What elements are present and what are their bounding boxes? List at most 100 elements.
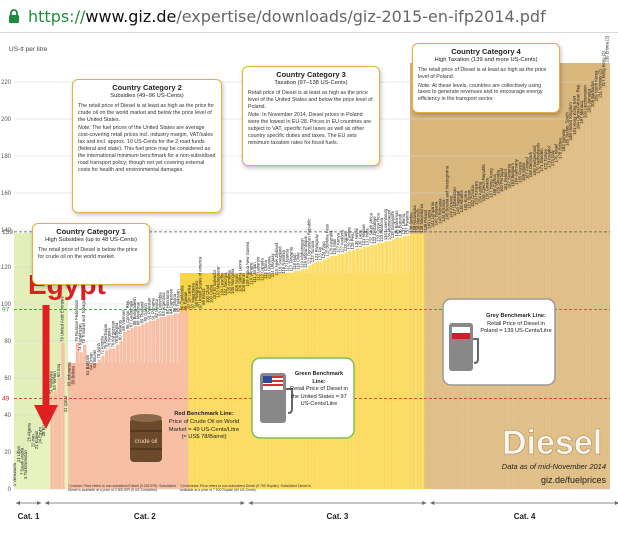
bar-label-19: 78 Trinidad and Tobago [81,299,86,343]
callout-3-note: In November 2014, Diesel prices in Polan… [248,112,372,147]
bar-label-141: 167 Finland [525,156,530,179]
callout-4-body: The retail price of Diesel is at least a… [418,66,547,80]
bar-label-97: 131 India [365,228,370,246]
bar-label-14: 41 Qatar [63,395,68,412]
bar-label-25: 75 Azerbaijan [103,323,108,349]
bar-3 [24,479,29,489]
bar-label-40: 93 Colombia [158,292,163,316]
bar-8 [43,437,47,489]
cat-label-2: Cat. 2 [134,512,156,521]
bar-label-46: 96 Cambodia [179,285,184,311]
bar-163 [606,63,610,489]
bar-label-10: 51 Malaysia [49,371,54,394]
bar-62 [239,292,243,489]
bar-49 [192,309,196,489]
bar-1 [17,463,21,489]
bar-55 [213,300,218,489]
bar-59 [228,294,232,489]
callout-category-1: Country Category 1 High Subsidies (up to… [32,223,150,285]
callout-3-title: Country Category 3 [276,70,346,79]
bar-label-0: 1 Venezuela [12,462,17,486]
bar-label-93: 129 Peru [350,232,355,250]
bar-label-39: 92 Mexico [154,298,159,318]
bar-label-55: 102 El Salvador [212,269,217,299]
bar-label-155: 194 Central African Rep. [575,83,580,129]
bar-46 [181,311,185,489]
bar-label-158: 203 Jamaica [586,88,591,112]
bar-label-81: 121 Dominican Republic [307,219,312,264]
bar-label-76: 117 Tanzania [288,246,293,271]
bar-117 [439,224,443,489]
bar-label-85: 124 Togo [321,241,326,259]
bar-label-115: 141 Lithuania [430,201,435,227]
bar-label-48: 97 Sri Lanka [187,284,192,308]
bar-24 [101,355,105,489]
bar-17 [75,342,80,489]
footer-url: giz.de/fuelprices [541,475,607,485]
bar-label-96: 131 Malawi [361,224,366,245]
bar-149 [555,163,559,489]
bar-label-162: 217 Hong Kong (2) [601,51,606,87]
y-axis-ticks: 0 20 40 60 80 100 120 140 160 180 200 220 [1,80,12,493]
callout-2-note-label: Note: [78,125,91,132]
bar-42 [166,315,170,489]
bar-100 [377,242,381,489]
bar-label-116: 142 Bulgaria [434,201,439,225]
browser-address-bar[interactable]: https://www.giz.de/expertise/downloads/g… [0,0,618,33]
bar-label-135: 161 Ireland [503,169,508,191]
bar-label-159: 206 Barbados [590,81,595,107]
bar-54 [210,304,214,489]
bar-label-77: 118 Haiti [292,253,297,269]
bar-31 [126,329,131,489]
bar-157 [584,119,588,489]
bar-14 [64,413,69,489]
callout-3-subtitle: Taxation (97–138 US-Cents) [274,79,348,86]
bar-label-37: 91 Pakistan [147,297,152,320]
bar-label-33: 88 Bangladesh [132,297,137,326]
bar-label-144: 170 Netherlands [535,143,540,174]
bar-label-101: 133 Moldova [379,217,384,242]
bar-label-57: 104 Lesotho [219,272,224,296]
bar-label-13: 79 United Arab Emirates [59,296,64,341]
y-tick-200: 200 [1,117,12,123]
bar-label-63: 106 Benin [241,272,246,292]
bar-32 [130,328,134,489]
bar-label-117: 143 Romania [437,198,442,224]
bar-label-131: 157 Hong Kong [488,168,493,198]
bar-162 [602,87,607,490]
y-tick-220: 220 [1,80,12,86]
bar-57 [221,296,225,489]
bar-label-161: 211 Norway (2) [597,69,602,98]
green-benchmark-body: Retail Price of Diesel in the United Sta… [290,386,348,408]
bar-61 [235,292,240,489]
bar-99 [373,244,378,489]
bar-label-149: 176 Israel [554,144,559,162]
bar-label-124: 150 Korea [463,191,468,211]
bar-113 [424,231,429,489]
url-text[interactable]: https://www.giz.de/expertise/downloads/g… [28,7,546,26]
bar-label-1: 14 Libya [16,446,21,463]
y-tick-60: 60 [4,376,11,382]
bar-label-80: 119 Mozambique [303,235,308,267]
bar-96 [362,246,367,489]
bar-25 [104,350,109,489]
bar-13 [61,342,65,489]
cat-axis-arrow-right-2 [240,501,245,505]
y-tick-100: 100 [1,302,12,308]
bar-label-100: 133 Costa Rica [376,213,381,242]
red-benchmark-title: Red Benchmark Line: [174,411,234,417]
callout-1-subtitle: High Subsidies (up to 48 US-Cents) [45,236,137,243]
y-axis-label: US-¢ per litre [9,46,48,53]
bar-58 [224,296,229,489]
us-fuel-pump-icon [260,373,293,423]
bar-label-154: 191 Hong Kong SAR [572,96,577,135]
bar-35 [141,324,145,489]
bar-label-22: 65 Brunei [92,350,97,368]
callout-4-note: At these levels, countries are collectiv… [418,82,543,103]
bar-label-69: 113 China [263,259,268,278]
y-tick-80: 80 [4,339,11,345]
bar-label-156: 197 Monaco [579,100,584,124]
bar-159 [591,107,596,490]
bar-98 [370,244,374,489]
data-date-note: Data as of mid-November 2014 [502,462,606,471]
